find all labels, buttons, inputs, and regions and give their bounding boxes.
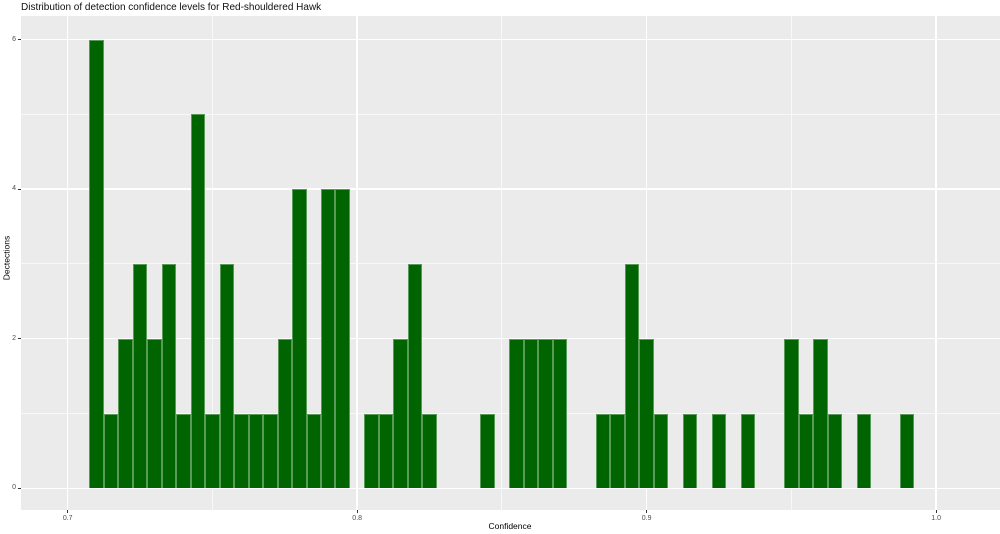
histogram-bar [393,338,408,489]
histogram-bar [624,263,640,489]
x-tick-label: 1.0 [931,514,941,522]
x-major-gridline [935,16,937,510]
histogram-bar [234,413,249,489]
y-tick-mark [17,487,21,489]
histogram-bar [407,263,423,489]
x-minor-gridline [211,16,213,510]
histogram-bar [480,413,495,489]
plot-title: Distribution of detection confidence lev… [21,2,322,13]
histogram-bar [798,413,814,489]
histogram-bar [335,189,350,489]
x-major-gridline [66,16,69,510]
x-axis-title: Confidence [488,521,532,531]
x-tick-label: 0.9 [641,514,652,522]
histogram-bar [378,413,394,489]
y-tick-label: 6 [12,35,16,43]
histogram-bar [320,189,336,489]
y-tick-mark [17,338,21,340]
plot-panel [21,16,1000,510]
histogram-bar [205,413,220,489]
x-tick-mark [356,510,358,513]
y-tick-mark [17,188,21,190]
histogram-bar [784,338,799,489]
histogram-bar [103,413,119,489]
histogram-bar [856,413,871,489]
histogram-bar [610,413,625,489]
y-minor-gridline [21,113,1000,115]
x-minor-gridline [790,16,792,510]
histogram-bar [523,338,539,489]
histogram-bar [422,413,437,489]
x-tick-mark [67,510,69,513]
y-minor-gridline [21,263,1000,265]
x-minor-gridline [501,16,503,510]
y-tick-label: 4 [12,185,16,193]
x-tick-mark [935,510,937,513]
x-tick-mark [646,510,648,513]
x-tick-label: 0.7 [62,514,73,522]
histogram-bar [190,114,206,489]
histogram-bar [176,413,191,489]
histogram-bar [552,338,568,489]
y-tick-mark [17,39,21,41]
y-tick-label: 2 [12,334,16,342]
histogram-bar [277,338,293,489]
histogram-bar [147,338,162,489]
x-major-gridline [356,16,358,510]
histogram-bar [292,189,307,489]
histogram-bar [682,413,698,489]
y-axis-title: Dectections [1,235,12,281]
y-major-gridline [21,188,1000,190]
histogram-bar [161,263,177,489]
y-major-gridline [21,38,1000,41]
histogram-bar [813,338,828,489]
histogram-bar [248,413,264,489]
histogram-bar [306,413,321,489]
histogram-bar [364,413,379,489]
histogram-bar [538,338,553,489]
histogram-bar [509,338,524,489]
histogram-bar [89,39,104,489]
histogram-bar [219,263,235,489]
y-tick-label: 0 [12,484,16,492]
y-major-gridline [21,487,1000,490]
histogram-bar [263,413,278,489]
histogram-bar [740,413,756,489]
histogram-bar [653,413,669,489]
histogram-bar [596,413,611,489]
histogram-bar [132,263,148,489]
histogram-bar [639,338,654,489]
x-tick-label: 0.8 [352,514,363,522]
x-major-gridline [645,16,648,510]
histogram-bar [118,338,133,489]
histogram-bar [827,413,843,489]
histogram-bar [711,413,727,489]
histogram-bar [899,413,915,489]
